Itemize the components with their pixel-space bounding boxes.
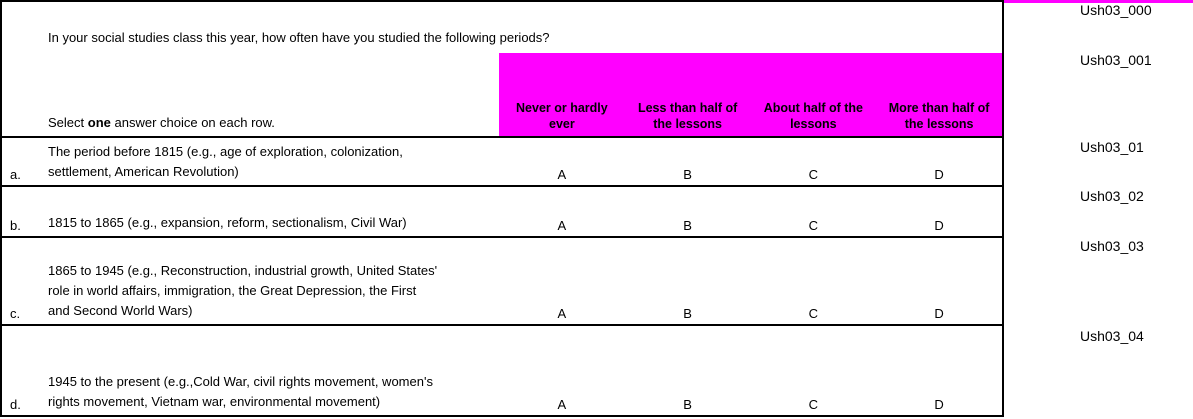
instruction-text: Select one answer choice on each row. xyxy=(48,115,275,130)
choice-d-A[interactable]: A xyxy=(557,397,567,412)
choice-b-A[interactable]: A xyxy=(557,218,567,233)
row-statement: 1865 to 1945 (e.g., Reconstruction, indu… xyxy=(48,263,438,318)
variable-code-ush03-01: Ush03_01 xyxy=(1080,139,1144,155)
choice-b-D[interactable]: D xyxy=(934,218,944,233)
instruction-suffix: answer choice on each row. xyxy=(110,115,275,130)
magenta-top-strip xyxy=(1004,0,1193,3)
row-letter: d. xyxy=(10,397,21,412)
row-divider xyxy=(2,185,1002,187)
row-letter: a. xyxy=(10,167,21,182)
row-letter: b. xyxy=(10,218,21,233)
row-choices: A B C D xyxy=(499,218,1002,233)
question-text: In your social studies class this year, … xyxy=(48,30,550,45)
choice-a-B[interactable]: B xyxy=(683,167,692,182)
row-statement: The period before 1815 (e.g., age of exp… xyxy=(48,144,403,179)
row-choices: A B C D xyxy=(499,306,1002,321)
row-letter: c. xyxy=(10,306,21,321)
choice-a-C[interactable]: C xyxy=(808,167,819,182)
choice-c-C[interactable]: C xyxy=(808,306,819,321)
choice-d-D[interactable]: D xyxy=(934,397,944,412)
choice-a-A[interactable]: A xyxy=(557,167,567,182)
variable-code-ush03-03: Ush03_03 xyxy=(1080,238,1144,254)
header-option-about-half: About half of the lessons xyxy=(763,101,864,131)
question-table: In your social studies class this year, … xyxy=(0,0,1004,417)
row-divider xyxy=(2,324,1002,326)
row-choices: A B C D xyxy=(499,167,1002,182)
answer-options-header: Never or hardly ever Less than half of t… xyxy=(499,53,1002,136)
variable-code-margin: Ush03_000 Ush03_001 Ush03_01 Ush03_02 Us… xyxy=(1004,0,1193,419)
row-statement: 1815 to 1865 (e.g., expansion, reform, s… xyxy=(48,215,407,230)
variable-code-ush03-04: Ush03_04 xyxy=(1080,328,1144,344)
choice-c-B[interactable]: B xyxy=(683,306,692,321)
choice-b-B[interactable]: B xyxy=(683,218,692,233)
variable-code-ush03-001: Ush03_001 xyxy=(1080,52,1152,68)
header-option-never-or-hardly-ever: Never or hardly ever xyxy=(516,101,608,131)
row-choices: A B C D xyxy=(499,397,1002,412)
variable-code-ush03-02: Ush03_02 xyxy=(1080,188,1144,204)
table-row-a: a. The period before 1815 (e.g., age of … xyxy=(2,138,1002,185)
table-row-c: c. 1865 to 1945 (e.g., Reconstruction, i… xyxy=(2,238,1002,324)
instruction-prefix: Select xyxy=(48,115,88,130)
header-option-less-than-half: Less than half of the lessons xyxy=(637,101,738,131)
row-divider xyxy=(2,236,1002,238)
choice-d-C[interactable]: C xyxy=(808,397,819,412)
variable-code-ush03-000: Ush03_000 xyxy=(1080,2,1152,18)
choice-b-C[interactable]: C xyxy=(808,218,819,233)
choice-d-B[interactable]: B xyxy=(683,397,692,412)
choice-a-D[interactable]: D xyxy=(934,167,944,182)
table-row-b: b. 1815 to 1865 (e.g., expansion, reform… xyxy=(2,187,1002,236)
choice-c-A[interactable]: A xyxy=(557,306,567,321)
table-row-d: d. 1945 to the present (e.g.,Cold War, c… xyxy=(2,326,1002,415)
header-option-more-than-half: More than half of the lessons xyxy=(888,101,990,131)
row-divider xyxy=(2,136,1002,138)
row-statement: 1945 to the present (e.g.,Cold War, civi… xyxy=(48,374,433,409)
choice-c-D[interactable]: D xyxy=(934,306,944,321)
instruction-bold-word: one xyxy=(87,115,111,130)
